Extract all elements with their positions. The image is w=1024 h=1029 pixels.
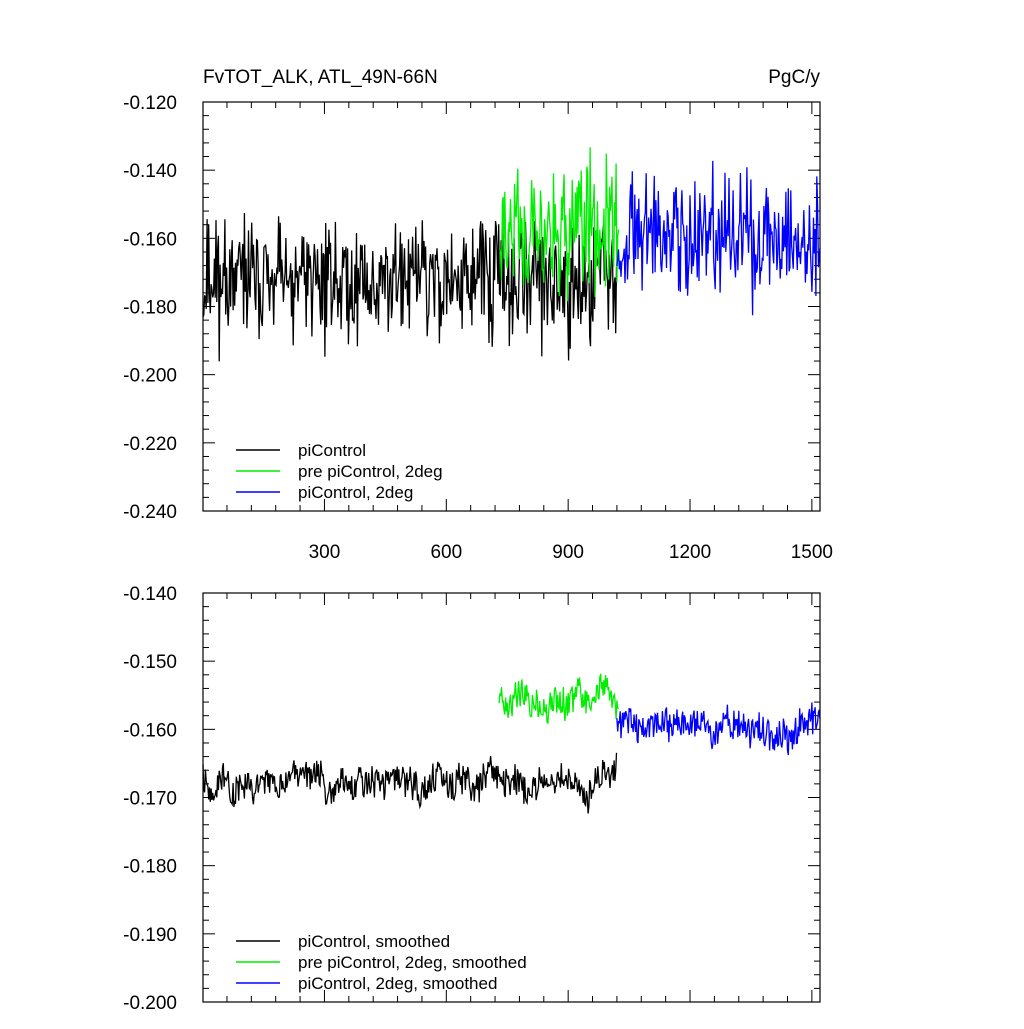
top-units-label: PgC/y xyxy=(768,67,820,88)
top-legend: piControl pre piControl, 2deg piControl,… xyxy=(236,441,443,502)
top-ticks: -0.240 -0.220 -0.200 -0.180 -0.160 -0.140 -0.1… xyxy=(123,93,833,563)
series-line-pre-picontrol-2deg-smoothed xyxy=(498,673,620,725)
y-tick-label: -0.150 xyxy=(123,652,177,673)
legend-label-picontrol-2deg-smoothed: piControl, 2deg, smoothed xyxy=(298,974,497,993)
legend-label-picontrol-2deg: piControl, 2deg xyxy=(298,483,413,502)
y-tick-label: -0.180 xyxy=(123,857,177,878)
series-line-pre-picontrol-2deg xyxy=(499,147,620,302)
top-series xyxy=(202,147,821,362)
x-tick-label: 300 xyxy=(309,542,341,563)
legend-label-picontrol-smoothed: piControl, smoothed xyxy=(298,932,450,951)
y-tick-label: -0.170 xyxy=(123,789,177,810)
legend-label-pre-picontrol-2deg-smoothed: pre piControl, 2deg, smoothed xyxy=(298,953,527,972)
top-title: FvTOT_ALK, ATL_49N-66N xyxy=(203,67,438,88)
bottom-series xyxy=(202,673,821,814)
series-line-picontrol-2deg-smoothed xyxy=(616,702,821,756)
series-line-picontrol-smoothed xyxy=(202,752,618,814)
y-tick-label: -0.140 xyxy=(123,161,177,182)
x-tick-label: 600 xyxy=(430,542,462,563)
y-tick-label: -0.200 xyxy=(123,366,177,387)
x-tick-label: 900 xyxy=(552,542,584,563)
x-tick-label: 1200 xyxy=(669,542,711,563)
top-plot-frame xyxy=(202,101,821,512)
y-tick-label: -0.190 xyxy=(123,925,177,946)
y-tick-label: -0.180 xyxy=(123,298,177,319)
y-tick-label: -0.160 xyxy=(123,720,177,741)
bottom-ticks: -0.200 -0.190 -0.180 -0.170 -0.160 -0.150 -0.1… xyxy=(123,584,820,1014)
top-panel: FvTOT_ALK, ATL_49N-66N PgC/y -0.240 -0.22… xyxy=(123,67,833,563)
y-tick-label: -0.200 xyxy=(123,993,177,1014)
bottom-plot-frame xyxy=(202,592,821,1003)
legend-label-pre-picontrol-2deg: pre piControl, 2deg xyxy=(298,462,443,481)
series-line-picontrol xyxy=(202,208,618,362)
y-tick-label: -0.240 xyxy=(123,502,177,523)
series-line-picontrol-2deg xyxy=(616,160,821,316)
x-tick-label: 1500 xyxy=(791,542,833,563)
bottom-panel: -0.200 -0.190 -0.180 -0.170 -0.160 -0.150 -0.1… xyxy=(123,584,821,1014)
legend-label-picontrol: piControl xyxy=(298,441,366,460)
y-tick-label: -0.220 xyxy=(123,434,177,455)
y-tick-label: -0.160 xyxy=(123,229,177,250)
y-tick-label: -0.120 xyxy=(123,93,177,114)
y-tick-label: -0.140 xyxy=(123,584,177,605)
bottom-legend: piControl, smoothed pre piControl, 2deg,… xyxy=(236,932,527,993)
